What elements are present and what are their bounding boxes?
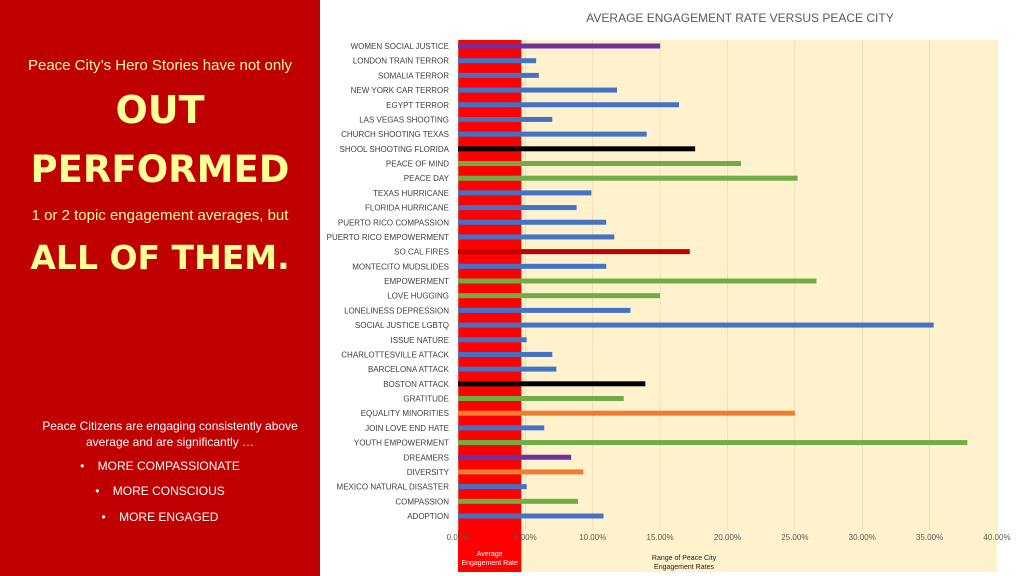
y-category-label: SHOOL SHOOTING FLORIDA — [340, 145, 450, 154]
x-tick-label: 30.00% — [849, 533, 876, 542]
intro-text: Peace City’s Hero Stories have not only — [27, 57, 293, 74]
y-category-label: FLORIDA HURRICANE — [365, 204, 449, 213]
y-category-label: NEW YORK CAR TERROR — [351, 86, 450, 95]
y-category-label: EQUALITY MINORITIES — [361, 409, 449, 418]
x-tick-label: 20.00% — [714, 533, 741, 542]
bar — [458, 307, 631, 313]
y-category-label: DREAMERS — [404, 453, 449, 462]
y-category-label: DIVERSITY — [407, 468, 450, 477]
bar — [458, 43, 661, 49]
y-category-label: SOMALIA TERROR — [378, 71, 449, 80]
y-category-label: LOVE HUGGING — [387, 292, 449, 301]
y-category-label: LONDON TRAIN TERROR — [353, 57, 449, 66]
y-category-label: SO CAL FIRES — [394, 248, 449, 257]
bar — [458, 484, 527, 490]
bullet-text: MORE COMPASSIONATE — [97, 459, 240, 473]
average-band-label: Average Engagement Rate — [461, 551, 518, 567]
bullet-item: • MORE CONSCIOUS — [95, 484, 225, 498]
summary-text: Peace Citizens are engaging consistently… — [42, 419, 298, 449]
bar — [458, 278, 817, 284]
chart-title: AVERAGE ENGAGEMENT RATE VERSUS PEACE CIT… — [586, 11, 893, 25]
y-category-label: COMPASSION — [395, 497, 449, 506]
x-tick-label: 40.00% — [983, 533, 1010, 542]
y-category-label: LONELINESS DEPRESSION — [344, 306, 449, 315]
y-category-label: CHARLOTTESVILLE ATTACK — [341, 350, 449, 359]
y-category-label: EGYPT TERROR — [386, 101, 449, 110]
bar — [458, 116, 553, 122]
bar — [458, 161, 741, 166]
middle-text: 1 or 2 topic engagement averages, but — [31, 207, 289, 224]
y-category-label: BOSTON ATTACK — [383, 380, 449, 389]
y-category-label: PEACE OF MIND — [386, 160, 449, 169]
y-category-label: PEACE DAY — [404, 174, 450, 183]
bar — [458, 337, 527, 343]
bar — [458, 263, 607, 269]
y-category-label: SOCIAL JUSTICE LGBTQ — [355, 321, 449, 330]
bar — [458, 440, 968, 446]
bar — [458, 513, 604, 519]
y-category-label: ADOPTION — [407, 512, 449, 521]
bar — [458, 351, 553, 357]
bar — [458, 87, 618, 93]
bullet-text: MORE CONSCIOUS — [112, 484, 225, 498]
headline-performed: PERFORMED — [30, 148, 290, 191]
y-category-label: CHURCH SHOOTING TEXAS — [341, 130, 449, 139]
range-band-label: Range of Peace City Engagement Rates — [652, 555, 717, 571]
bar — [458, 454, 572, 460]
y-category-label: ISSUE NATURE — [390, 336, 449, 345]
headline-all-of-them: ALL OF THEM. — [30, 238, 290, 277]
headline-out: OUT — [115, 88, 205, 132]
y-category-label: PUERTO RICO EMPOWERMENT — [327, 233, 449, 242]
bar — [458, 469, 584, 475]
average-band — [458, 40, 522, 572]
bar — [458, 293, 661, 299]
left-panel: Peace City’s Hero Stories have not only … — [0, 0, 320, 576]
y-category-label: YOUTH EMPOWERMENT — [354, 439, 449, 448]
bar — [458, 366, 557, 372]
bar — [458, 498, 578, 504]
bar — [458, 58, 537, 64]
bar — [458, 425, 545, 431]
y-category-label: WOMEN SOCIAL JUSTICE — [351, 42, 449, 51]
bar — [458, 205, 577, 211]
bar — [458, 131, 647, 137]
bar — [458, 381, 646, 387]
x-tick-label: 25.00% — [781, 533, 808, 542]
range-band — [521, 40, 997, 572]
bar — [458, 234, 615, 240]
y-category-label: JOIN LOVE END HATE — [365, 424, 449, 433]
bullet-item: • MORE ENGAGED — [101, 510, 219, 524]
bar — [458, 190, 592, 196]
x-tick-label: 5.00% — [514, 533, 537, 542]
y-category-label: EMPOWERMENT — [384, 277, 449, 286]
y-category-label: TEXAS HURRICANE — [373, 189, 449, 198]
bullet-item: • MORE COMPASSIONATE — [80, 459, 240, 473]
bar — [458, 219, 607, 225]
y-category-label: LAS VEGAS SHOOTING — [359, 115, 449, 124]
bar — [458, 175, 798, 181]
bar — [458, 72, 539, 78]
y-category-label: MONTECITO MUDSLIDES — [352, 262, 449, 271]
x-tick-label: 10.00% — [579, 533, 606, 542]
bar — [458, 322, 934, 328]
bar — [458, 146, 696, 152]
bar — [458, 410, 795, 416]
bar — [458, 396, 624, 401]
x-tick-label: 15.00% — [647, 533, 674, 542]
y-category-label: MEXICO NATURAL DISASTER — [337, 483, 450, 492]
y-category-label: PUERTO RICO COMPASSION — [338, 218, 449, 227]
bar — [458, 102, 679, 108]
x-tick-label: 35.00% — [916, 533, 943, 542]
y-category-label: BARCELONA ATTACK — [368, 365, 450, 374]
bullet-text: MORE ENGAGED — [119, 510, 219, 524]
bar — [458, 249, 690, 255]
x-tick-label: 0.00% — [447, 533, 470, 542]
y-category-label: GRATITUDE — [403, 395, 449, 404]
